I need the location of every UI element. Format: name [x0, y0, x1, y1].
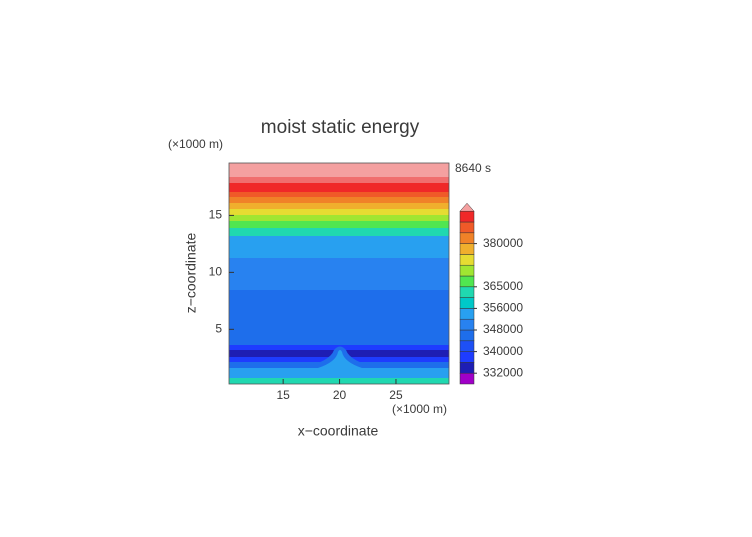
colorbar-box	[459, 340, 475, 352]
chart-title: moist static energy	[261, 117, 420, 138]
time-label: 8640 s	[455, 161, 491, 175]
colorbar-box	[459, 297, 475, 309]
colorbar-box	[459, 264, 475, 277]
colorbar-label: 365000	[483, 279, 523, 293]
colorbar-label: 348000	[483, 322, 523, 336]
x-tick-label: 20	[333, 388, 347, 402]
colorbar-box	[459, 286, 475, 298]
colorbar-box	[459, 210, 475, 223]
colorbar-box	[459, 329, 475, 342]
colorbar-label: 332000	[483, 365, 523, 379]
plot-frame	[228, 162, 450, 385]
colorbar-box	[459, 243, 475, 255]
colorbar-over	[459, 202, 475, 212]
colorbar-box	[459, 232, 475, 244]
colorbar-box	[459, 308, 475, 320]
x-unit: (×1000 m)	[392, 402, 447, 416]
contour-field	[229, 163, 449, 384]
x-tick-label: 25	[389, 388, 403, 402]
y-tick-label: 15	[209, 208, 223, 222]
colorbar-box	[459, 372, 475, 385]
y-tick-label: 5	[215, 321, 222, 335]
y-axis-title: z−coordinate	[183, 233, 199, 314]
colorbar-box	[459, 362, 475, 374]
colorbar-box	[459, 254, 475, 266]
colorbar-box	[459, 275, 475, 288]
y-unit: (×1000 m)	[168, 137, 223, 151]
colorbar-box	[459, 351, 475, 363]
colorbar-label: 340000	[483, 344, 523, 358]
y-tick-label: 10	[209, 265, 223, 279]
colorbar-box	[459, 221, 475, 234]
colorbar-box	[459, 318, 475, 331]
x-tick-label: 15	[276, 388, 290, 402]
colorbar-label: 356000	[483, 301, 523, 315]
colorbar-label: 380000	[483, 236, 523, 250]
x-axis-title: x−coordinate	[298, 423, 379, 439]
